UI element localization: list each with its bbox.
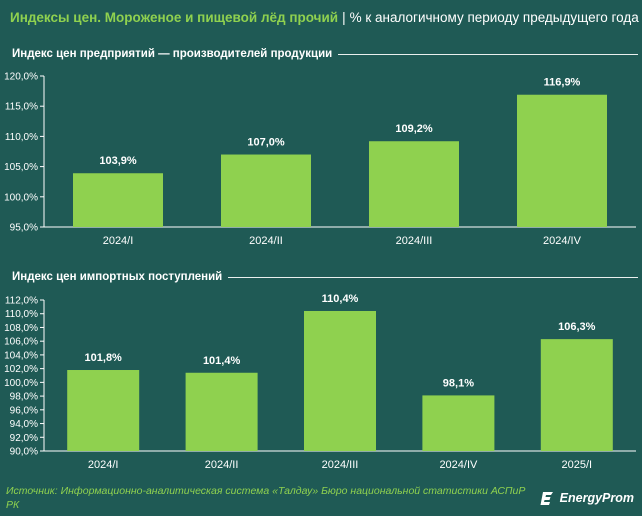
bar [517,94,607,227]
y-tick-label: 92,0% [10,433,38,444]
y-tick-label: 96,0% [10,405,38,416]
bar [540,339,613,451]
data-label: 116,9% [544,77,581,89]
y-tick-label: 110,0% [5,132,38,143]
bar [422,395,495,451]
bar [185,372,258,451]
bar [369,141,459,227]
x-tick-label: 2024/IV [543,235,582,247]
y-tick-label: 106,0% [4,337,38,348]
source-note: Источник: Информационно-аналитическая си… [6,485,526,511]
y-tick-label: 120,0% [4,72,38,83]
brand-logo: EnergyProm [540,489,634,507]
x-tick-label: 2024/IV [439,459,478,471]
y-tick-label: 90,0% [10,447,38,458]
section-2-rule [12,277,638,278]
x-tick-label: 2024/I [103,235,134,247]
brand-icon [540,492,553,505]
y-tick-label: 95,0% [10,223,38,234]
bar [304,310,376,451]
data-label: 106,3% [558,321,596,333]
import-price-chart: 90,0% 92,0% 94,0% 96,0% 98,0% 100,0% 102,0% 104… [4,293,636,471]
bar [221,154,311,227]
title-separator: | [342,10,346,25]
y-tick-label: 98,0% [10,392,38,403]
data-label: 101,8% [85,352,123,364]
x-tick-label: 2024/I [88,459,119,471]
y-tick-label: 104,0% [4,350,38,361]
chart-subtitle: % к аналогичному периоду предыдущего год… [349,10,639,25]
bar [73,173,163,227]
y-tick-label: 102,0% [4,364,38,375]
data-label: 101,4% [203,355,241,367]
x-tick-label: 2024/III [396,235,433,247]
data-label: 110,4% [322,293,359,305]
x-tick-label: 2024/III [322,459,359,471]
y-tick-label: 112,0% [5,296,38,307]
section-2-title: Индекс цен импортных поступлений [12,269,229,285]
producer-price-chart: 95,0% 100,0% 105,0% 110,0% 115,0% 120,0% 103,9… [4,72,636,247]
x-tick-label: 2025/I [562,459,593,471]
y-tick-label: 100,0% [4,378,38,389]
y-tick-label: 94,0% [10,419,38,430]
chart-header: Индексы цен. Мороженое и пищевой лёд про… [10,8,640,28]
y-tick-label: 100,0% [4,192,38,203]
chart-title: Индексы цен. Мороженое и пищевой лёд про… [10,10,339,25]
y-tick-label: 115,0% [5,102,38,113]
data-label: 103,9% [99,155,137,167]
brand-name: EnergyProm [559,491,634,505]
section-1-title: Индекс цен предприятий — производителей … [12,46,339,62]
y-tick-label: 108,0% [4,323,38,334]
y-tick-label: 105,0% [4,162,38,173]
y-tick-label: 110,0% [5,309,38,320]
data-label: 107,0% [247,137,285,149]
bar [67,370,140,451]
x-tick-label: 2024/II [205,459,239,471]
data-label: 109,2% [395,123,433,135]
x-tick-label: 2024/II [249,235,283,247]
data-label: 98,1% [443,377,474,389]
